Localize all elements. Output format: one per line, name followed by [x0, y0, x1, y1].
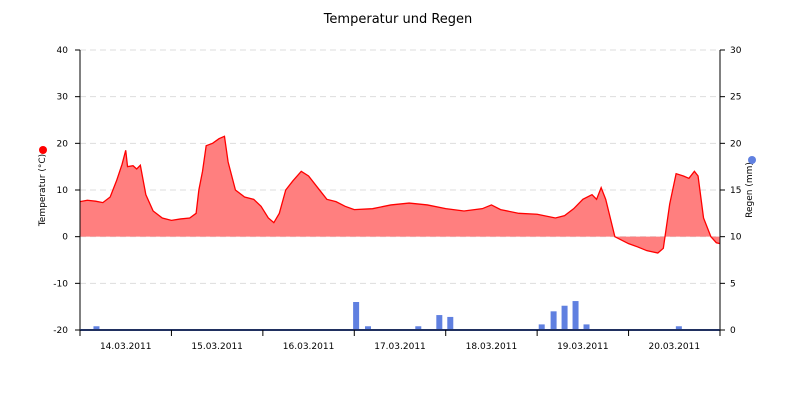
y-right-tick-label: 0: [730, 326, 736, 336]
x-tick-label: 20.03.2011: [649, 342, 701, 352]
grid-layer: [80, 49, 720, 284]
temperature-series: [79, 135, 721, 254]
y-right-tick-label: 15: [730, 186, 741, 196]
y-right-axis-label: Regen (mm): [745, 162, 755, 218]
y-right-tick-label: 30: [730, 46, 742, 56]
rain-bar: [447, 316, 454, 330]
rain-bar: [436, 315, 443, 330]
x-tick-label: 16.03.2011: [283, 342, 335, 352]
y-left-tick-label: 20: [57, 139, 69, 149]
rain-bar: [675, 326, 682, 330]
rain-legend-dot: [748, 156, 756, 164]
y-left-tick-label: -20: [53, 326, 68, 336]
x-tick-label: 19.03.2011: [557, 342, 609, 352]
y-right-tick-label: 20: [730, 139, 742, 149]
x-tick-label: 15.03.2011: [191, 342, 243, 352]
rain-bar: [353, 302, 360, 330]
y-left-tick-label: 40: [57, 46, 69, 56]
rain-bar: [550, 311, 557, 330]
x-tick-label: 18.03.2011: [466, 342, 518, 352]
y-right-tick-label: 10: [730, 233, 742, 243]
x-tick-label: 14.03.2011: [100, 342, 152, 352]
y-left-tick-label: 0: [62, 233, 68, 243]
rain-bar: [93, 326, 100, 330]
y-right-tick-label: 25: [730, 93, 741, 103]
label-layer: 40 30 20 10 0 -10 -20 30 25 20 15 10 5 0 14.03.2011 15.…: [38, 46, 756, 352]
rain-bar: [561, 305, 568, 330]
y-right-tick-label: 5: [730, 279, 736, 289]
x-tick-label: 17.03.2011: [374, 342, 426, 352]
rain-bar: [538, 324, 545, 330]
rain-bar: [572, 301, 579, 330]
temperature-line: [79, 135, 721, 254]
y-left-tick-label: 10: [57, 186, 69, 196]
rain-series: [93, 301, 682, 330]
rain-bar: [365, 326, 371, 330]
y-left-tick-label: 30: [57, 93, 69, 103]
rain-bar: [415, 326, 422, 330]
rain-bar: [583, 324, 590, 330]
chart-title: Temperatur und Regen: [323, 12, 473, 27]
temperature-legend-dot: [39, 146, 47, 154]
y-left-axis-label: Temperatur (°C): [38, 154, 48, 227]
axis-layer: [75, 49, 725, 336]
y-left-tick-label: -10: [53, 279, 68, 289]
temperature-area: [80, 136, 720, 253]
